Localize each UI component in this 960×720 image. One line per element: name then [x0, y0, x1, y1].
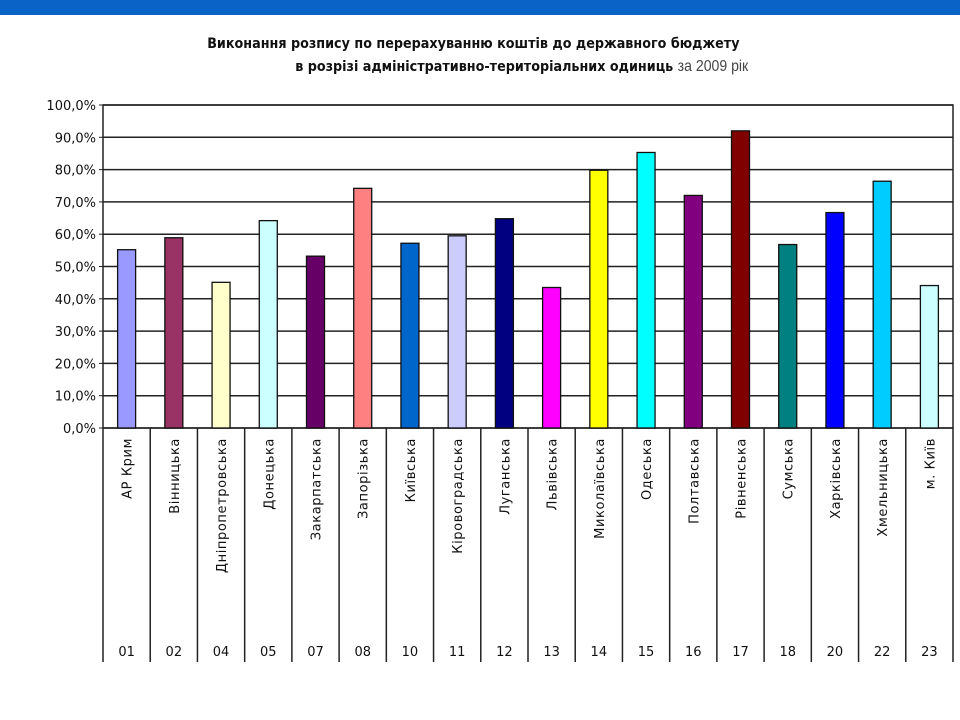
- y-tick-label: 50,0%: [55, 261, 96, 276]
- y-tick-label: 70,0%: [55, 196, 96, 211]
- category-label: Запорізька: [357, 438, 372, 519]
- category-code: 10: [402, 645, 419, 660]
- category-code: 05: [260, 645, 277, 660]
- category-label: Одеська: [640, 438, 655, 500]
- category-label: АР Крим: [121, 438, 136, 499]
- category-code: 01: [118, 645, 135, 660]
- chart-title-year: за 2009 рік: [677, 58, 749, 75]
- category-code: 16: [685, 645, 702, 660]
- category-label: Рівненська: [735, 438, 750, 519]
- y-tick-label: 40,0%: [55, 293, 96, 308]
- top-banner: [0, 0, 960, 15]
- y-tick-label: 100,0%: [46, 99, 96, 114]
- category-code: 15: [638, 645, 655, 660]
- category-label: Миколаївська: [593, 438, 608, 539]
- chart-title-line1: Виконання розпису по перерахуванню кошті…: [207, 36, 740, 52]
- bar-22: [872, 180, 892, 429]
- category-label: Сумська: [782, 438, 797, 499]
- category-label: Донецька: [262, 438, 277, 510]
- y-tick-label: 0,0%: [63, 422, 96, 437]
- category-code: 20: [827, 645, 844, 660]
- bar-10: [400, 242, 420, 429]
- category-label: м. Київ: [923, 438, 938, 489]
- bar-05: [258, 219, 278, 429]
- category-code: 22: [874, 645, 891, 660]
- category-code: 23: [921, 645, 938, 660]
- bar-20: [825, 211, 845, 429]
- bar-04: [211, 281, 231, 429]
- category-code: 02: [166, 645, 183, 660]
- bar-15: [636, 151, 656, 429]
- category-code: 17: [732, 645, 749, 660]
- category-label: Закарпатська: [310, 438, 325, 540]
- bar-12: [494, 218, 515, 429]
- y-tick-label: 90,0%: [55, 131, 96, 146]
- bar-13: [541, 286, 562, 429]
- category-label: Хмельницька: [876, 438, 891, 537]
- category-code: 12: [496, 645, 513, 660]
- category-code: 13: [543, 645, 560, 660]
- category-code: 08: [354, 645, 371, 660]
- bar-14: [589, 169, 609, 429]
- bar-23: [919, 284, 940, 429]
- bar-16: [683, 194, 703, 429]
- category-code: 18: [779, 645, 796, 660]
- y-tick-label: 10,0%: [55, 390, 96, 405]
- bar-18: [778, 243, 798, 429]
- category-label: Львівська: [546, 438, 561, 510]
- y-tick-label: 80,0%: [55, 164, 96, 179]
- bar-02: [164, 237, 184, 429]
- chart-title-line2-text: в розрізі адміністративно-територіальних…: [295, 59, 674, 75]
- y-tick-label: 60,0%: [55, 228, 96, 243]
- category-label: Вінницька: [168, 438, 183, 514]
- category-label: Харківська: [829, 438, 844, 519]
- bar-01: [116, 249, 137, 429]
- bar-11: [447, 235, 467, 429]
- y-tick-label: 30,0%: [55, 325, 96, 340]
- category-label: Полтавська: [687, 438, 702, 524]
- category-label: Кіровоградська: [451, 438, 466, 554]
- category-code: 14: [591, 645, 608, 660]
- bar-07: [305, 255, 326, 429]
- category-label: Луганська: [498, 438, 513, 515]
- chart-title-line2: в розрізі адміністративно-територіальних…: [295, 58, 748, 76]
- y-tick-label: 20,0%: [55, 357, 96, 372]
- category-label: Дніпропетровська: [215, 438, 230, 573]
- category-code: 11: [449, 645, 466, 660]
- bar-08: [353, 187, 373, 429]
- category-code: 04: [213, 645, 230, 660]
- category-code: 07: [307, 645, 324, 660]
- bar-17: [730, 130, 751, 429]
- category-label: Київська: [404, 438, 419, 502]
